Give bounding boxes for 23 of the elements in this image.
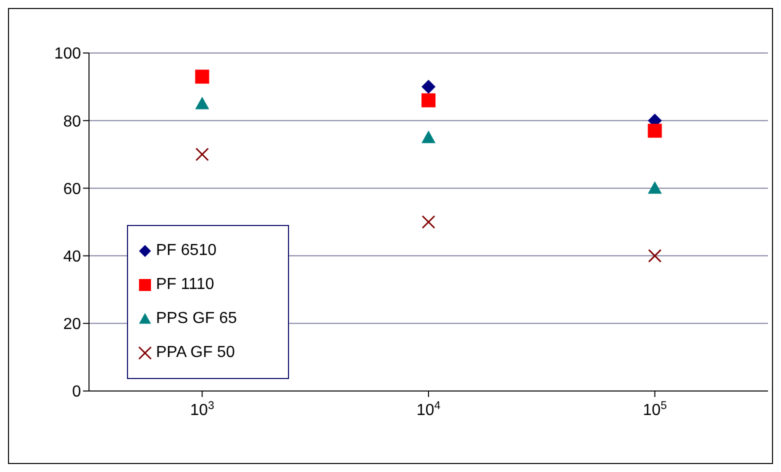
y-tick-label: 80 (63, 113, 82, 130)
x-tick-label: 10$^{3}$ (190, 400, 214, 419)
y-tick-label: 40 (63, 248, 82, 266)
legend-label: PF 6510 (156, 242, 216, 260)
point (648, 249, 662, 263)
point (422, 93, 436, 108)
point (422, 130, 436, 144)
legend-label: PPS GF 65 (156, 310, 237, 328)
point (648, 181, 662, 194)
x-tick-label: 10$^{4}$ (416, 400, 441, 419)
point (195, 96, 210, 110)
legend-label: PF 1110 (156, 276, 214, 294)
point (422, 215, 436, 229)
x-tick-label: 10$^{5}$ (642, 400, 667, 419)
y-tick-label: 100 (54, 46, 82, 63)
point (195, 70, 210, 84)
y-tick-label: 20 (63, 316, 82, 334)
point (422, 80, 436, 94)
point (648, 124, 662, 138)
y-tick-label: 0 (72, 384, 82, 401)
point (195, 148, 209, 162)
y-tick-label: 60 (63, 180, 82, 198)
legend-label: PPA GF 50 (156, 344, 235, 362)
